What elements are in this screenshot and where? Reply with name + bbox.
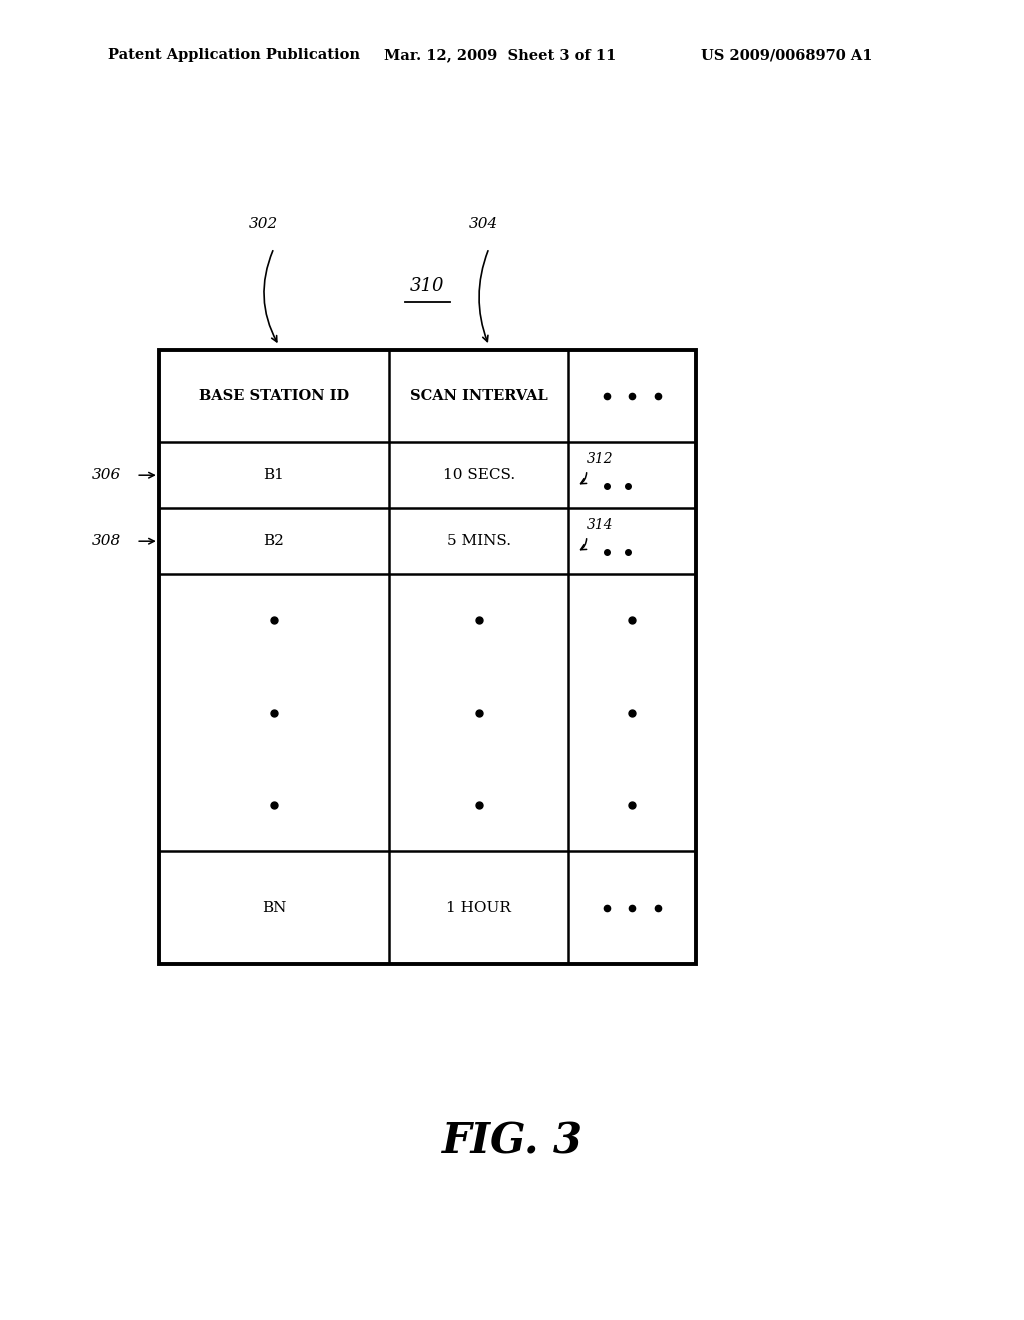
Text: 10 SECS.: 10 SECS. <box>442 469 515 482</box>
Bar <box>159 350 696 964</box>
Text: FIG. 3: FIG. 3 <box>441 1121 583 1163</box>
Text: 312: 312 <box>587 453 613 466</box>
Text: 302: 302 <box>249 218 279 231</box>
Text: Patent Application Publication: Patent Application Publication <box>108 49 359 62</box>
Text: 1 HOUR: 1 HOUR <box>446 900 511 915</box>
Text: BN: BN <box>262 900 286 915</box>
Text: 308: 308 <box>92 535 122 548</box>
Text: Mar. 12, 2009  Sheet 3 of 11: Mar. 12, 2009 Sheet 3 of 11 <box>384 49 616 62</box>
Text: B1: B1 <box>263 469 285 482</box>
Text: BASE STATION ID: BASE STATION ID <box>199 389 349 403</box>
Text: 306: 306 <box>92 469 122 482</box>
Text: 5 MINS.: 5 MINS. <box>446 535 511 548</box>
Text: 314: 314 <box>587 519 613 532</box>
Text: 310: 310 <box>411 277 444 296</box>
Text: 304: 304 <box>469 218 499 231</box>
Text: US 2009/0068970 A1: US 2009/0068970 A1 <box>701 49 872 62</box>
Text: B2: B2 <box>263 535 285 548</box>
Text: SCAN INTERVAL: SCAN INTERVAL <box>410 389 548 403</box>
